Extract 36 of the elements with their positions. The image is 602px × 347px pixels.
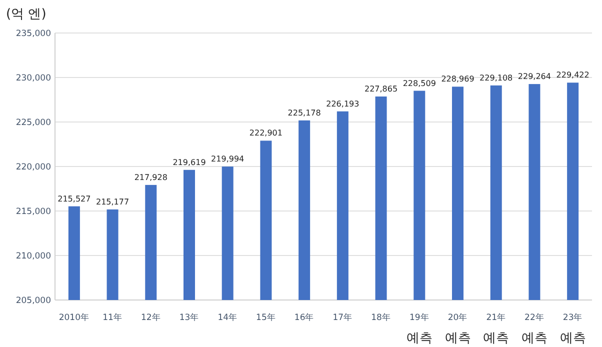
x-tick-label: 14年 [218,312,238,323]
data-label: 215,177 [96,197,130,206]
data-label: 222,901 [249,128,283,138]
x-tick-label: 21年 예측 [483,312,510,346]
x-tick-label: 12年 [140,312,161,323]
y-tick-label: 220,000 [16,162,51,172]
x-tick-label: 13年 [179,312,200,323]
x-tick-label: 16年 [294,312,314,323]
data-label: 228,969 [441,74,474,84]
data-label: 228,509 [402,78,436,88]
x-tick-label: 20年 예측 [444,312,471,346]
y-axis-title: (억 엔) [6,7,46,22]
y-tick-label: 210,000 [16,252,51,262]
y-tick-label: 230,000 [16,74,51,84]
data-label: 227,865 [364,84,398,94]
data-label: 229,264 [518,72,552,82]
y-tick-label: 235,000 [16,29,51,39]
data-label: 225,178 [288,108,321,118]
data-label: 217,928 [134,172,168,182]
x-tick-label: 23年 예측 [560,312,586,346]
data-label: 229,108 [480,73,513,82]
data-label: 219,994 [211,154,244,164]
y-tick-label: 215,000 [16,207,51,217]
x-tick-label: 2010年 [58,312,90,323]
y-tick-label: 225,000 [16,118,51,128]
x-tick-label: 11年 [102,312,122,323]
y-tick-label: 205,000 [16,296,51,306]
x-tick-label: 19年 예측 [406,312,432,346]
x-tick-label: 15年 [256,312,276,323]
data-label: 219,619 [172,158,206,167]
x-tick-label: 22年 예측 [521,312,548,346]
x-tick-label: 18年 [371,312,391,323]
x-tick-label: 17年 [332,312,353,323]
data-label: 226,193 [326,99,360,108]
data-label: 215,527 [58,194,91,204]
data-label: 229,422 [556,70,590,80]
